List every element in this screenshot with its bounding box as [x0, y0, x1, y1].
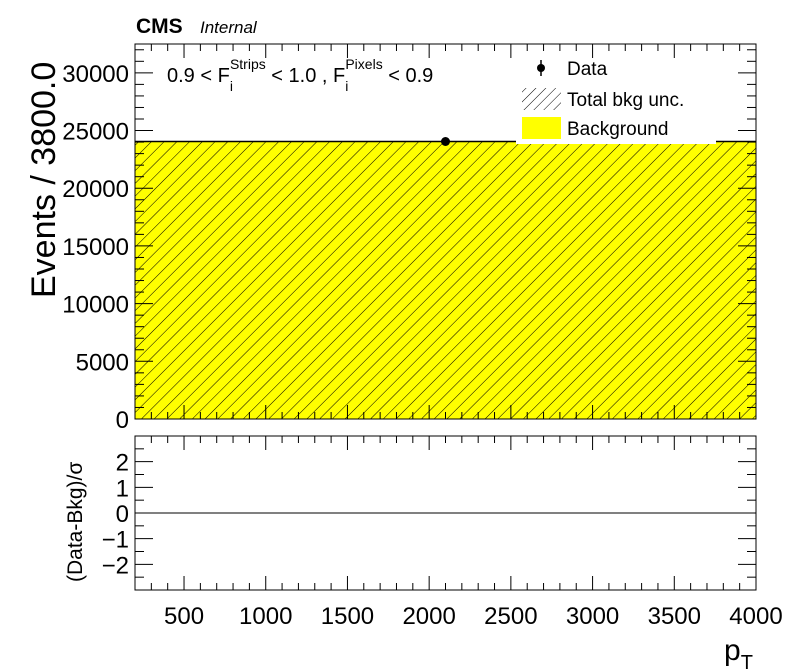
selection-sub1: i [230, 78, 233, 94]
y-tick-label: 15000 [62, 234, 129, 261]
x-tick-label: 2500 [484, 603, 537, 630]
main-y-axis: 0 5000 10000 15000 20000 25000 30000 [62, 49, 756, 434]
x-axis-label: pT [724, 634, 753, 672]
ratio-y-axis-label: (Data-Bkg)/σ [64, 462, 87, 582]
y-tick-label: 10000 [62, 292, 129, 319]
x-tick-label: 1500 [321, 603, 374, 630]
ratio-y-tick-label: −2 [102, 552, 129, 579]
legend-unc-swatch [522, 88, 561, 110]
ratio-x-axis: 500 1000 1500 2000 2500 3000 3500 4000 [150, 436, 783, 630]
selection-tail: < 0.9 [383, 65, 434, 87]
ratio-y-tick-label: 0 [116, 501, 129, 528]
selection-sub2: i [345, 78, 348, 94]
y-axis-label: Events / 3800.0 [25, 62, 63, 298]
ratio-y-tick-label: 1 [116, 475, 129, 502]
y-tick-label: 5000 [76, 349, 129, 376]
data-points [441, 137, 450, 146]
legend: Data Total bkg unc. Background [516, 56, 716, 144]
x-tick-label: 2000 [402, 603, 455, 630]
legend-bkg-label: Background [567, 119, 668, 140]
svg-text:0.9 < FiStrips < 1.0 , FiPixel: 0.9 < FiStrips < 1.0 , FiPixels < 0.9 [167, 56, 433, 94]
selection-label: 0.9 < FiStrips < 1.0 , FiPixels < 0.9 [167, 56, 433, 94]
selection-sup2: Pixels [345, 56, 382, 72]
ratio-y-tick-label: 2 [116, 450, 129, 477]
data-point [441, 137, 450, 146]
x-tick-label: 3500 [648, 603, 701, 630]
legend-unc-label: Total bkg unc. [567, 90, 684, 111]
y-tick-label: 30000 [62, 61, 129, 88]
x-axis-label-main: p [724, 634, 741, 667]
internal-label: Internal [200, 18, 258, 37]
x-axis-label-sub: T [741, 652, 753, 672]
legend-data-label: Data [567, 59, 608, 80]
x-tick-label: 1000 [239, 603, 292, 630]
background-uncertainty-band [135, 141, 756, 419]
cms-label: CMS [136, 15, 183, 38]
selection-mid: < 1.0 , F [266, 65, 345, 87]
x-tick-label: 4000 [729, 603, 782, 630]
main-x-axis-ticks [150, 44, 757, 419]
y-tick-label: 20000 [62, 176, 129, 203]
selection-sup1: Strips [230, 56, 266, 72]
legend-bkg-swatch [522, 117, 561, 139]
x-tick-label: 3000 [566, 603, 619, 630]
selection-lead: 0.9 < F [167, 65, 230, 87]
y-tick-label: 25000 [62, 119, 129, 146]
x-tick-label: 500 [164, 603, 204, 630]
y-tick-label: 0 [116, 407, 129, 434]
ratio-y-tick-label: −1 [102, 527, 129, 554]
main-plot-area [135, 137, 756, 419]
